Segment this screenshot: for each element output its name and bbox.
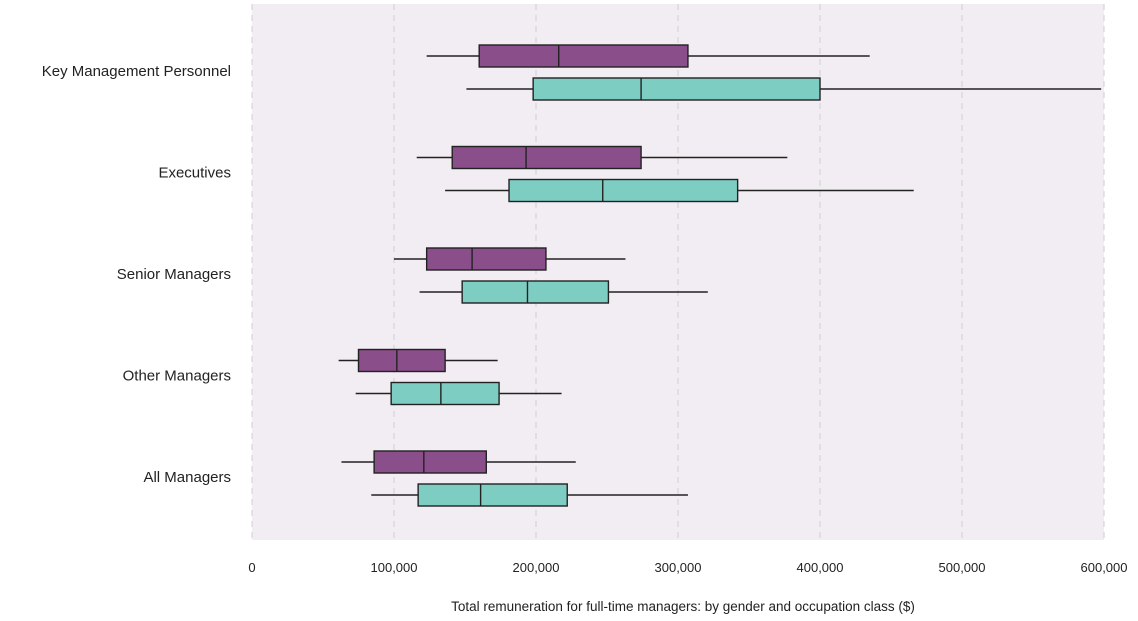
box-plot [466, 77, 1102, 101]
x-tick-label: 200,000 [513, 560, 560, 575]
box [532, 77, 821, 101]
box-plot [419, 280, 708, 304]
x-tick-label: 100,000 [371, 560, 418, 575]
box [357, 348, 446, 373]
box-plot [445, 178, 914, 203]
category-label: Executives [158, 165, 231, 182]
box [390, 381, 500, 406]
box-plot [355, 381, 562, 406]
x-tick-label: 0 [248, 560, 255, 575]
box-plot [341, 450, 576, 474]
box [461, 280, 610, 304]
x-axis-title: Total remuneration for full-time manager… [451, 599, 915, 614]
category-label: All Managers [143, 469, 231, 486]
boxes [338, 44, 1102, 507]
box-plot [416, 145, 788, 170]
x-axis-ticks: 0 100,000 200,000 300,000 400,000 500,000 600,… [248, 560, 1127, 575]
box [508, 178, 739, 203]
category-labels: Key Management Personnel Executives Senior… [42, 63, 231, 486]
box [373, 450, 487, 474]
x-tick-label: 600,000 [1081, 560, 1128, 575]
category-label: Senior Managers [117, 266, 231, 283]
category-label: Key Management Personnel [42, 63, 231, 80]
x-tick-label: 400,000 [797, 560, 844, 575]
box [417, 483, 568, 507]
box [478, 44, 689, 68]
category-label: Other Managers [123, 368, 231, 385]
box-plot [371, 483, 688, 507]
box-plot [394, 247, 626, 271]
box-plot [426, 44, 870, 68]
box [451, 145, 642, 170]
x-tick-label: 300,000 [655, 560, 702, 575]
x-tick-label: 500,000 [939, 560, 986, 575]
box-plot [338, 348, 498, 373]
box [425, 247, 547, 271]
